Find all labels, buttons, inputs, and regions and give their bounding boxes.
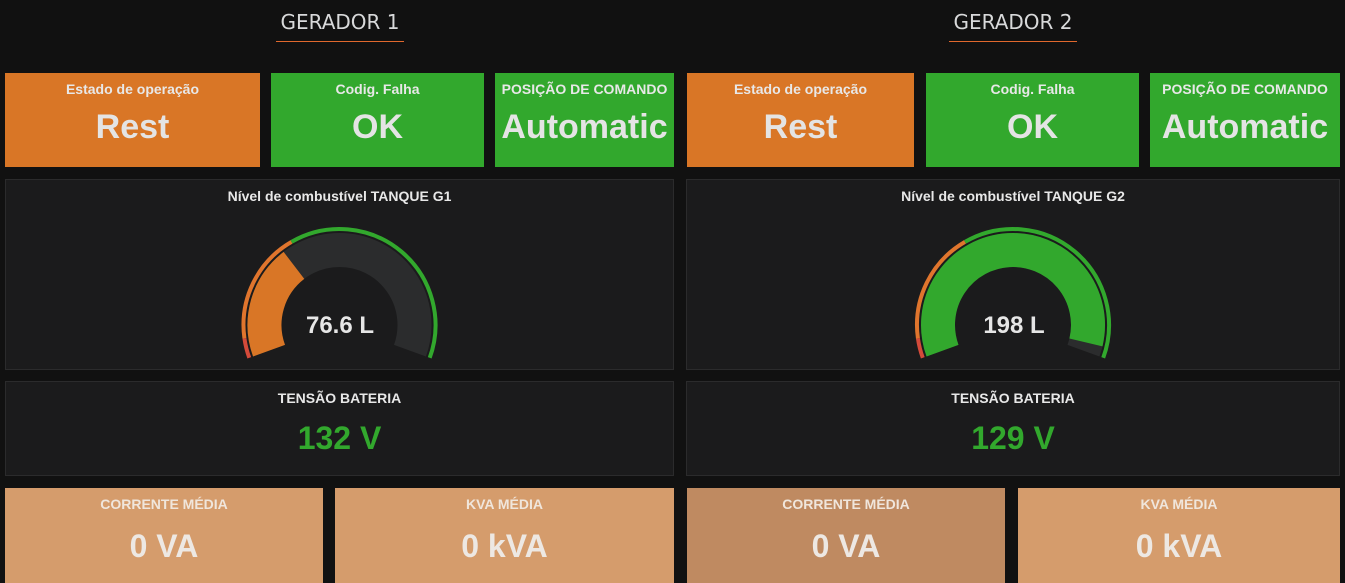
command-position-panel-g2[interactable]: POSIÇÃO DE COMANDO Automatic (1150, 73, 1340, 167)
generator-2-title: GERADOR 2 (949, 10, 1077, 42)
fuel-gauge-panel-g1[interactable]: Nível de combustível TANQUE G1 76.6 L (5, 179, 674, 370)
operation-state-panel-g1[interactable]: Estado de operação Rest (5, 73, 260, 167)
panel-title: Nível de combustível TANQUE G1 (227, 188, 452, 204)
panel-title: Estado de operação (733, 81, 868, 97)
operation-state-value: Rest (95, 108, 170, 146)
gauge-threshold-segment (915, 338, 925, 359)
fault-code-value: OK (352, 108, 403, 146)
operation-state-value: Rest (763, 108, 838, 146)
panel-title: KVA MÉDIA (466, 496, 543, 512)
battery-panel-g1[interactable]: TENSÃO BATERIA 132 V (5, 381, 674, 476)
panel-title: CORRENTE MÉDIA (782, 496, 910, 512)
gauge-threshold-segment (242, 338, 252, 359)
panel-title: Nível de combustível TANQUE G2 (901, 188, 1125, 204)
fault-code-panel-g1[interactable]: Codig. Falha OK (271, 73, 484, 167)
generator-2-title-text: GERADOR 2 (953, 10, 1073, 34)
panel-title: KVA MÉDIA (1140, 496, 1218, 512)
fault-code-value: OK (1007, 108, 1058, 146)
average-current-value: 0 VA (129, 528, 199, 564)
fault-code-panel-g2[interactable]: Codig. Falha OK (926, 73, 1139, 167)
generator-1-title: GERADOR 1 (276, 10, 404, 42)
command-position-panel-g1[interactable]: POSIÇÃO DE COMANDO Automatic (495, 73, 674, 167)
battery-panel-g2[interactable]: TENSÃO BATERIA 129 V (686, 381, 1340, 476)
gauge-fill (921, 233, 1105, 357)
average-kva-panel-g2[interactable]: KVA MÉDIA 0 kVA (1018, 488, 1340, 583)
generator-1-title-text: GERADOR 1 (280, 10, 400, 34)
command-position-value: Automatic (1161, 108, 1329, 146)
panel-title: TENSÃO BATERIA (951, 390, 1075, 406)
average-kva-panel-g1[interactable]: KVA MÉDIA 0 kVA (335, 488, 674, 583)
fuel-gauge-g1 (241, 227, 438, 359)
operation-state-panel-g2[interactable]: Estado de operação Rest (687, 73, 914, 167)
gauge-threshold-segment (915, 240, 967, 339)
average-current-value: 0 VA (811, 528, 881, 564)
battery-voltage-value: 129 V (971, 420, 1055, 456)
panel-title: TENSÃO BATERIA (277, 390, 402, 406)
average-kva-value: 0 kVA (461, 528, 548, 564)
gauge-threshold-segment (964, 227, 1111, 359)
fuel-gauge-g2 (915, 227, 1111, 359)
command-position-value: Automatic (501, 108, 668, 146)
average-kva-value: 0 kVA (1135, 528, 1223, 564)
panel-title: Codig. Falha (990, 81, 1075, 97)
fuel-gauge-panel-g2[interactable]: Nível de combustível TANQUE G2 198 L (686, 179, 1340, 370)
gauge-threshold-segment (241, 240, 293, 339)
fuel-gauge-value: 198 L (983, 312, 1045, 339)
average-current-panel-g1[interactable]: CORRENTE MÉDIA 0 VA (5, 488, 323, 583)
panel-title: POSIÇÃO DE COMANDO (501, 81, 668, 97)
panel-title: Estado de operação (65, 81, 200, 97)
gauge-threshold-segment (290, 227, 438, 359)
gauge-fill (247, 251, 305, 357)
battery-voltage-value: 132 V (297, 420, 382, 456)
panel-title: POSIÇÃO DE COMANDO (1162, 81, 1328, 97)
average-current-panel-g2[interactable]: CORRENTE MÉDIA 0 VA (687, 488, 1005, 583)
panel-title: CORRENTE MÉDIA (100, 496, 228, 512)
title-underline (276, 41, 404, 42)
title-underline (949, 41, 1077, 42)
panel-title: Codig. Falha (335, 81, 420, 97)
fuel-gauge-value: 76.6 L (305, 312, 375, 339)
